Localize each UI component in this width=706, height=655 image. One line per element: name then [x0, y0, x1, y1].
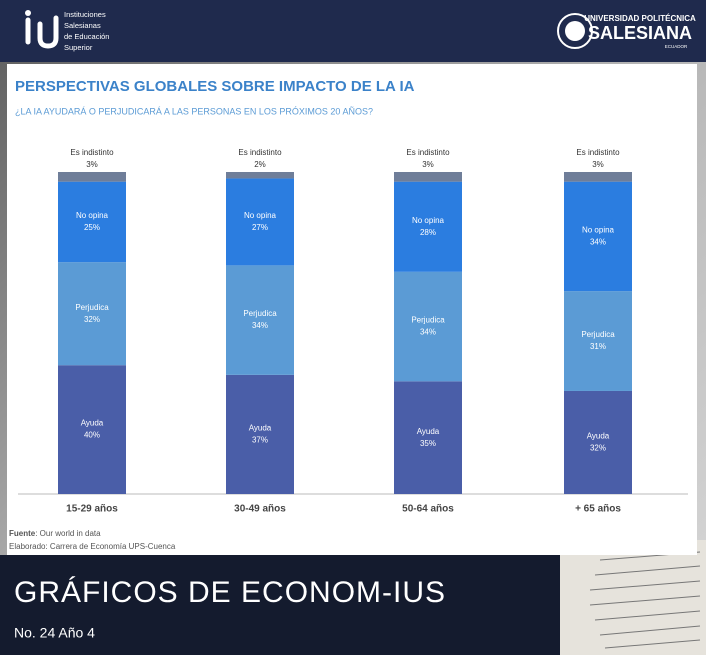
header-bar — [0, 0, 706, 62]
left-logo-dot — [25, 10, 31, 16]
source: Fuente: Our world in data — [9, 529, 101, 538]
x-tick-label: 30-49 años — [234, 504, 286, 515]
segment-name: No opina — [412, 216, 445, 225]
segment-name: Es indistinto — [576, 148, 620, 157]
segment-name: Perjudica — [75, 303, 109, 312]
value-label: 28% — [420, 228, 436, 237]
bar-segment — [58, 181, 126, 263]
logo-line: de Educación — [64, 32, 109, 41]
segment-name: Ayuda — [417, 427, 440, 436]
right-logo-seal — [557, 13, 593, 49]
bar-segment — [226, 172, 294, 179]
chart-subtitle: ¿LA IA AYUDARÁ O PERJUDICARÁ A LAS PERSO… — [15, 106, 373, 116]
value-label: 32% — [84, 315, 100, 324]
bar-segment — [58, 365, 126, 494]
bar-segment — [226, 265, 294, 375]
value-label: 3% — [86, 160, 98, 169]
right-logo-seal-inner — [565, 21, 585, 41]
segment-name: Perjudica — [581, 330, 615, 339]
logo-line: Salesianas — [64, 21, 101, 30]
bar-segment — [226, 178, 294, 266]
value-label: 40% — [84, 431, 100, 440]
segment-name: Ayuda — [587, 432, 610, 441]
x-tick-label: + 65 años — [575, 504, 621, 515]
value-label: 27% — [252, 223, 268, 232]
logo-sub: ECUADOR — [665, 44, 688, 49]
bar-segment — [564, 390, 632, 494]
bar-segment — [394, 381, 462, 494]
footer-band — [0, 555, 560, 655]
logo-main: SALESIANA — [588, 23, 692, 43]
logo-line: Instituciones — [64, 10, 106, 19]
x-tick-label: 50-64 años — [402, 504, 454, 515]
value-label: 31% — [590, 342, 606, 351]
segment-name: No opina — [582, 226, 615, 235]
segment-name: Ayuda — [81, 419, 104, 428]
bar-segment — [394, 271, 462, 382]
segment-name: Perjudica — [243, 309, 277, 318]
source-text: : Our world in data — [35, 529, 101, 538]
value-label: 3% — [422, 160, 434, 169]
bar-segment — [58, 172, 126, 182]
bar-segment — [394, 181, 462, 272]
value-label: 25% — [84, 223, 100, 232]
bar-segment — [394, 172, 462, 182]
value-label: 34% — [420, 328, 436, 337]
value-label: 3% — [592, 160, 604, 169]
segment-name: Es indistinto — [70, 148, 114, 157]
value-label: 34% — [252, 321, 268, 330]
segment-name: No opina — [76, 211, 109, 220]
segment-name: Es indistinto — [238, 148, 282, 157]
bar-segment — [564, 181, 632, 292]
segment-name: No opina — [244, 211, 277, 220]
bar-segment — [564, 291, 632, 391]
chart-title: PERSPECTIVAS GLOBALES SOBRE IMPACTO DE L… — [15, 78, 415, 95]
footer-issue: No. 24 Año 4 — [14, 625, 95, 641]
source-label: Fuente — [9, 529, 36, 538]
value-label: 32% — [590, 444, 606, 453]
value-label: 34% — [590, 238, 606, 247]
segment-name: Es indistinto — [406, 148, 450, 157]
left-logo-text: Instituciones Salesianas de Educación Su… — [64, 10, 109, 52]
bar-segment — [564, 172, 632, 182]
logo-line: Superior — [64, 43, 93, 52]
left-logo-mark — [25, 15, 59, 49]
segment-name: Ayuda — [249, 424, 272, 433]
x-tick-label: 15-29 años — [66, 504, 118, 515]
bar-segment — [58, 262, 126, 366]
value-label: 35% — [420, 439, 436, 448]
segment-name: Perjudica — [411, 316, 445, 325]
newspaper-lines — [589, 551, 701, 649]
logo-top: UNIVERSIDAD POLITÉCNICA — [584, 14, 696, 23]
value-label: 37% — [252, 436, 268, 445]
bar-segment — [226, 374, 294, 494]
credit: Elaborado: Carrera de Economía UPS-Cuenc… — [9, 542, 176, 551]
footer-title: GRÁFICOS DE ECONOM-IUS — [14, 576, 446, 609]
value-label: 2% — [254, 160, 266, 169]
